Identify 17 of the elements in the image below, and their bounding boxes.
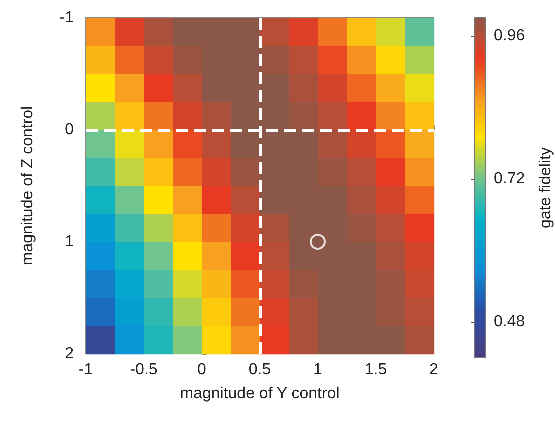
x-tick-label: -0.5 bbox=[130, 362, 158, 378]
y-tick-label: 0 bbox=[65, 122, 74, 138]
x-tick-label: 0.5 bbox=[248, 362, 272, 378]
x-axis-title: magnitude of Y control bbox=[180, 386, 340, 402]
x-tick-label: 0 bbox=[198, 362, 207, 378]
x-tick-label: 2 bbox=[430, 362, 439, 378]
y-tick-label: -1 bbox=[60, 10, 74, 26]
x-tick-label: 1.5 bbox=[364, 362, 388, 378]
x-tick-label: -1 bbox=[78, 362, 94, 378]
color-bar-label: 0.48 bbox=[494, 314, 526, 331]
x-tick-label: 1 bbox=[314, 362, 323, 378]
y-tick-label: 2 bbox=[65, 346, 74, 362]
y-axis-title: magnitude of Z control bbox=[20, 106, 36, 266]
y-tick-label: 1 bbox=[65, 234, 74, 250]
color-bar-label: 0.96 bbox=[494, 27, 526, 44]
color-bar-title: gate fidelity bbox=[538, 148, 554, 228]
color-bar-label: 0.72 bbox=[494, 170, 526, 188]
